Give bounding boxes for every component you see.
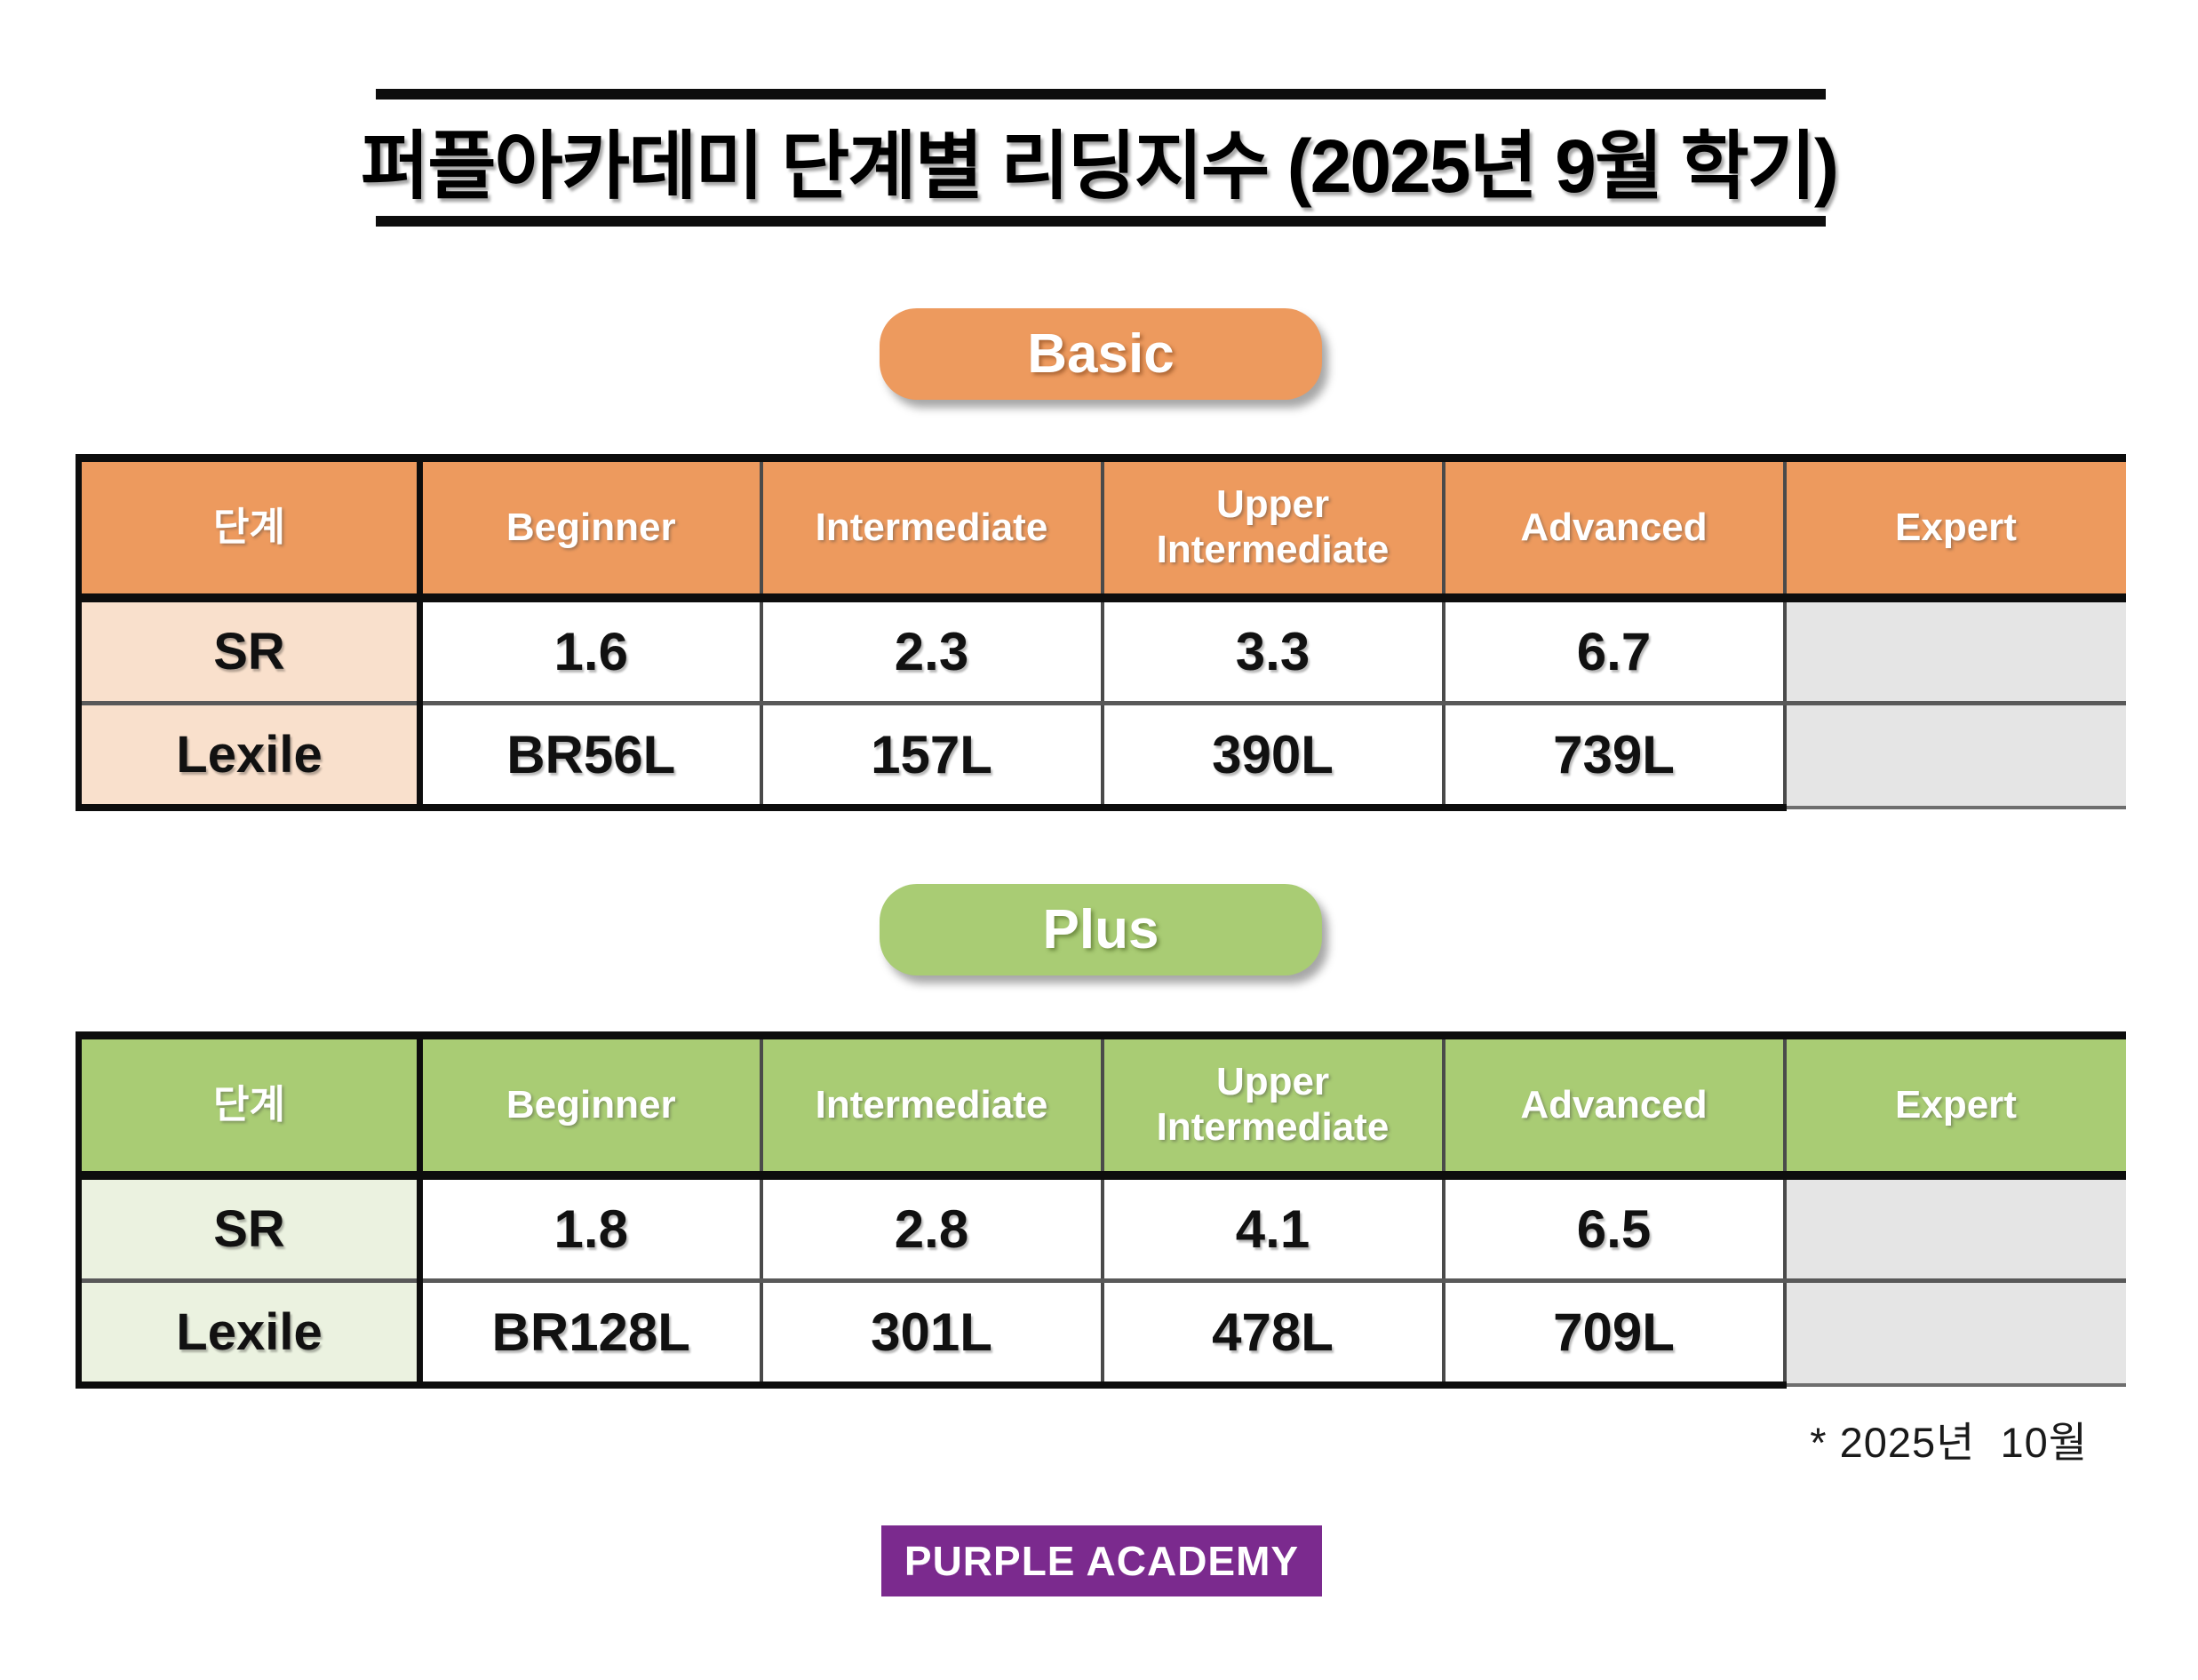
purple-academy-logo: PURPLE ACADEMY [881, 1525, 1322, 1596]
basic-sr-row: SR 1.6 2.3 3.3 6.7 [76, 598, 2126, 705]
lexile-value-beginner: BR56L [417, 703, 761, 811]
lexile-value-expert-empty [1782, 703, 2126, 809]
title-rule-top [376, 89, 1826, 100]
lexile-value-intermediate: 301L [759, 1280, 1103, 1389]
column-header-beginner: Beginner [417, 454, 761, 602]
plus-level-table: 단계 Beginner Intermediate Upper Intermedi… [76, 1031, 2126, 1389]
sr-value-expert-empty [1782, 598, 2126, 705]
column-header-upper-intermediate: Upper Intermediate [1100, 1031, 1444, 1180]
column-header-expert: Expert [1782, 1031, 2126, 1180]
sr-value-intermediate: 2.3 [759, 598, 1103, 705]
sr-value-upper-intermediate: 3.3 [1100, 598, 1444, 705]
sr-value-beginner: 1.8 [417, 1175, 761, 1283]
lexile-value-advanced: 709L [1441, 1280, 1785, 1389]
plus-header-row: 단계 Beginner Intermediate Upper Intermedi… [76, 1031, 2126, 1180]
sr-value-beginner: 1.6 [417, 598, 761, 705]
sr-value-expert-empty [1782, 1175, 2126, 1283]
column-header-level: 단계 [76, 1031, 420, 1180]
lexile-value-upper-intermediate: 478L [1100, 1280, 1444, 1389]
plus-badge: Plus [880, 884, 1322, 975]
basic-header-row: 단계 Beginner Intermediate Upper Intermedi… [76, 454, 2126, 602]
lexile-value-upper-intermediate: 390L [1100, 703, 1444, 811]
lexile-value-beginner: BR128L [417, 1280, 761, 1389]
column-header-beginner: Beginner [417, 1031, 761, 1180]
sr-value-advanced: 6.5 [1441, 1175, 1785, 1283]
column-header-intermediate: Intermediate [759, 1031, 1103, 1180]
plus-sr-row: SR 1.8 2.8 4.1 6.5 [76, 1175, 2126, 1283]
column-header-advanced: Advanced [1441, 454, 1785, 602]
column-header-expert: Expert [1782, 454, 2126, 602]
sr-value-intermediate: 2.8 [759, 1175, 1103, 1283]
sr-value-advanced: 6.7 [1441, 598, 1785, 705]
lexile-value-expert-empty [1782, 1280, 2126, 1387]
basic-lexile-row: Lexile BR56L 157L 390L 739L [76, 703, 2126, 811]
lexile-value-advanced: 739L [1441, 703, 1785, 811]
page-title: 퍼플아카데미 단계별 리딩지수 (2025년 9월 학기) [361, 124, 1839, 208]
basic-badge: Basic [880, 308, 1322, 400]
column-header-intermediate: Intermediate [759, 454, 1103, 602]
basic-level-table: 단계 Beginner Intermediate Upper Intermedi… [76, 454, 2126, 811]
sr-value-upper-intermediate: 4.1 [1100, 1175, 1444, 1283]
row-label-lexile: Lexile [76, 703, 420, 811]
plus-lexile-row: Lexile BR128L 301L 478L 709L [76, 1280, 2126, 1389]
column-header-advanced: Advanced [1441, 1031, 1785, 1180]
row-label-sr: SR [76, 598, 420, 705]
column-header-level: 단계 [76, 454, 420, 602]
row-label-lexile: Lexile [76, 1280, 420, 1389]
column-header-upper-intermediate: Upper Intermediate [1100, 454, 1444, 602]
footnote-date: * 2025년 10월 [1810, 1419, 2088, 1466]
row-label-sr: SR [76, 1175, 420, 1283]
title-rule-bottom [376, 216, 1826, 227]
lexile-value-intermediate: 157L [759, 703, 1103, 811]
